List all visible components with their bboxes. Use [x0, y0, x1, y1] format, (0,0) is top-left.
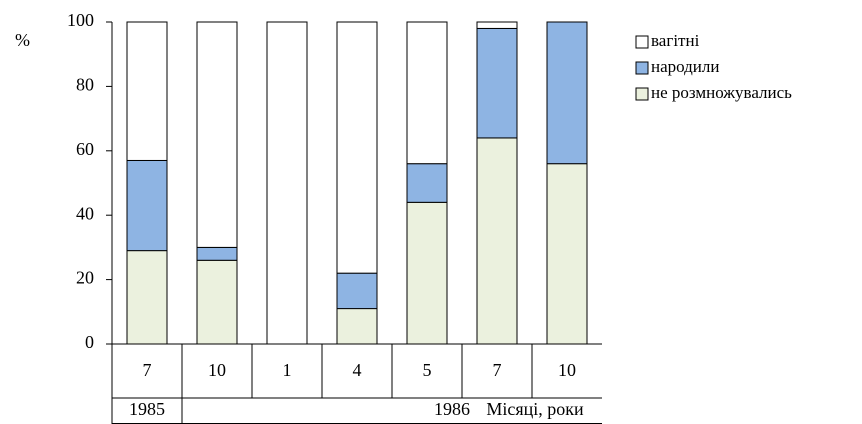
y-tick-label: 80 [76, 75, 94, 95]
bar-segment [406, 201, 448, 345]
group-label: 1985 [129, 399, 165, 419]
legend-label: народили [651, 57, 719, 76]
x-tick-label: 10 [558, 360, 576, 380]
bar-segment [476, 21, 518, 29]
bar-segment [196, 246, 238, 261]
x-tick-label: 1 [283, 360, 292, 380]
bar-segment [126, 159, 168, 252]
bar-segment [126, 250, 168, 345]
y-tick-label: 100 [67, 10, 94, 30]
bar-segment [546, 21, 588, 165]
legend-swatch [635, 61, 649, 75]
bar-segment [406, 163, 448, 203]
y-tick-label: 20 [76, 268, 94, 288]
y-tick-label: 60 [76, 139, 94, 159]
bar-segment [476, 137, 518, 345]
bar-segment [406, 21, 448, 165]
y-tick-label: 40 [76, 203, 94, 223]
bar-segment [546, 163, 588, 345]
y-axis-label: % [15, 30, 30, 50]
x-tick-label: 7 [143, 360, 152, 380]
bar-segment [266, 21, 308, 345]
x-tick-label: 4 [353, 360, 362, 380]
legend-label: вагітні [651, 31, 700, 50]
legend-label: не розмножувались [651, 83, 792, 102]
bar-segment [336, 272, 378, 310]
legend-swatch [635, 87, 649, 101]
bar-segment [196, 259, 238, 345]
x-tick-label: 7 [493, 360, 502, 380]
bar-segment [336, 21, 378, 274]
bar-segment [126, 21, 168, 161]
x-tick-label: 10 [208, 360, 226, 380]
bar-segment [196, 21, 238, 248]
y-tick-label: 0 [85, 332, 94, 352]
x-axis-label: Місяці, роки [486, 399, 584, 419]
x-tick-label: 5 [423, 360, 432, 380]
group-label: 1986 [434, 399, 470, 419]
bar-segment [476, 27, 518, 139]
bar-segment [336, 308, 378, 345]
legend-swatch [635, 35, 649, 49]
